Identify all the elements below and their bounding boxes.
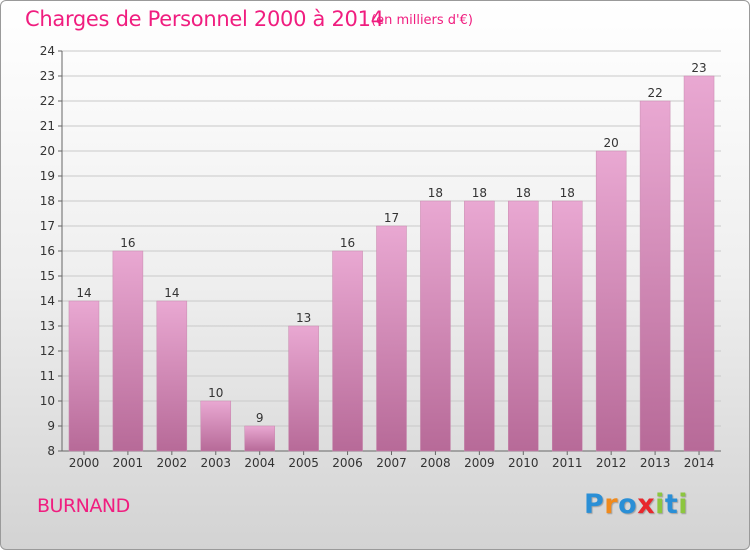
bar — [68, 300, 100, 452]
commune-name: BURNAND — [37, 495, 130, 517]
y-tick-label: 22 — [40, 94, 55, 108]
bar — [595, 150, 627, 452]
logo-letter: o — [618, 489, 638, 520]
logo-letter: x — [637, 489, 656, 520]
x-tick-label: 2010 — [508, 456, 539, 470]
bar — [508, 200, 539, 452]
bar — [244, 425, 275, 452]
logo-letter: P — [584, 489, 605, 520]
data-label: 14 — [76, 286, 91, 300]
chart-subtitle: (en milliers d'€) — [371, 13, 473, 28]
x-tick-label: 2001 — [113, 456, 144, 470]
y-tick-label: 19 — [40, 169, 55, 183]
data-label: 16 — [340, 236, 355, 250]
x-tick-label: 2006 — [332, 456, 363, 470]
data-label: 20 — [604, 136, 619, 150]
y-tick-label: 24 — [40, 44, 55, 58]
y-tick-label: 14 — [40, 294, 55, 308]
y-tick-label: 10 — [40, 394, 55, 408]
y-tick-label: 15 — [40, 269, 55, 283]
bar — [551, 200, 583, 452]
y-tick-label: 16 — [40, 244, 55, 258]
bar — [112, 250, 144, 452]
bar — [288, 325, 319, 452]
logo-letter: i — [655, 489, 665, 520]
y-tick-label: 21 — [40, 119, 55, 133]
data-label: 10 — [208, 386, 223, 400]
bar — [420, 200, 451, 452]
x-tick-label: 2013 — [640, 456, 671, 470]
logo-letter: r — [604, 489, 619, 520]
x-tick-label: 2000 — [69, 456, 100, 470]
data-label: 17 — [384, 211, 399, 225]
data-label: 14 — [164, 286, 179, 300]
bar — [332, 250, 363, 452]
x-tick-label: 2004 — [244, 456, 275, 470]
x-tick-label: 2011 — [552, 456, 583, 470]
data-label: 18 — [560, 186, 575, 200]
logo-letter: i — [678, 489, 689, 520]
x-tick-label: 2003 — [200, 456, 231, 470]
y-tick-label: 8 — [47, 444, 55, 458]
y-tick-label: 17 — [40, 219, 55, 233]
y-tick-label: 12 — [40, 344, 55, 358]
bar — [156, 300, 188, 452]
data-label: 9 — [256, 411, 264, 425]
bar — [683, 75, 715, 452]
chart-title: Charges de Personnel 2000 à 2014 — [25, 7, 384, 31]
y-tick-label: 13 — [40, 319, 55, 333]
proxiti-logo[interactable]: Proxiti — [584, 489, 688, 520]
x-tick-label: 2007 — [376, 456, 407, 470]
data-label: 18 — [472, 186, 487, 200]
data-label: 22 — [647, 86, 662, 100]
y-tick-label: 20 — [40, 144, 55, 158]
x-tick-label: 2014 — [684, 456, 715, 470]
data-label: 18 — [516, 186, 531, 200]
bar — [639, 100, 671, 452]
y-tick-label: 9 — [47, 419, 55, 433]
data-label: 23 — [691, 61, 706, 75]
x-tick-label: 2008 — [420, 456, 451, 470]
bar — [200, 400, 232, 452]
x-tick-label: 2005 — [288, 456, 319, 470]
x-tick-label: 2012 — [596, 456, 627, 470]
y-tick-label: 18 — [40, 194, 55, 208]
bar — [376, 225, 407, 452]
y-tick-label: 11 — [40, 369, 55, 383]
data-label: 18 — [428, 186, 443, 200]
data-label: 16 — [120, 236, 135, 250]
logo-letter: t — [664, 489, 679, 520]
data-label: 13 — [296, 311, 311, 325]
x-tick-label: 2009 — [464, 456, 495, 470]
bar — [464, 200, 495, 452]
x-tick-label: 2002 — [157, 456, 188, 470]
y-tick-label: 23 — [40, 69, 55, 83]
